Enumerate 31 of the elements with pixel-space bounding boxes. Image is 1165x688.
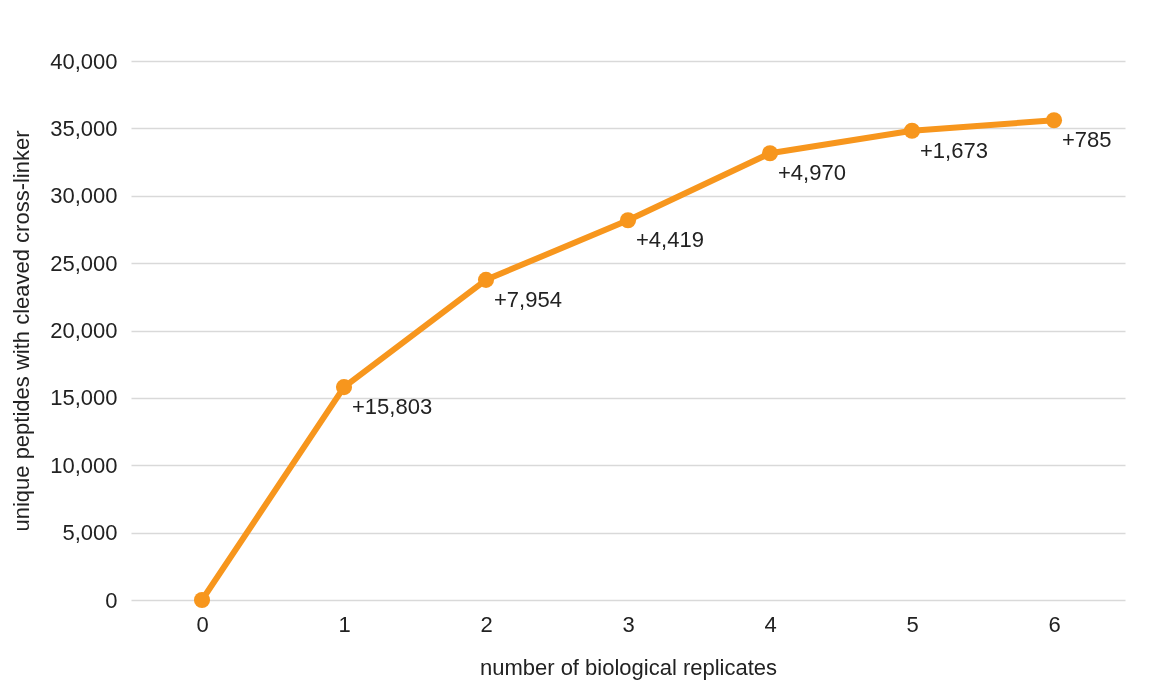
annotation: +785 bbox=[1062, 127, 1112, 153]
point bbox=[903, 122, 921, 139]
point bbox=[619, 212, 637, 229]
point bbox=[1045, 112, 1063, 129]
y-tick-label: 40,000 bbox=[50, 48, 118, 74]
point bbox=[477, 271, 495, 288]
y-tick-label: 15,000 bbox=[50, 385, 118, 411]
x-axis-title: number of biological replicates bbox=[479, 654, 778, 680]
y-axis-title: unique peptides with cleaved cross-linker bbox=[9, 130, 35, 532]
annotation: +1,673 bbox=[920, 137, 988, 163]
x-tick-label: 0 bbox=[196, 611, 209, 637]
annotation: +7,954 bbox=[494, 286, 562, 312]
annotation: +4,419 bbox=[636, 227, 704, 253]
point bbox=[193, 591, 211, 609]
y-tick-label: 5,000 bbox=[62, 520, 118, 546]
y-tick-label: 35,000 bbox=[50, 115, 118, 141]
y-tick-label: 0 bbox=[105, 587, 118, 613]
y-tick-label: 30,000 bbox=[50, 183, 118, 209]
x-tick-label: 5 bbox=[906, 611, 919, 637]
point bbox=[761, 145, 779, 162]
x-tick-label: 4 bbox=[764, 611, 777, 637]
annotation: +15,803 bbox=[352, 394, 433, 420]
x-tick-label: 1 bbox=[338, 611, 351, 637]
x-tick-label: 6 bbox=[1048, 611, 1061, 637]
y-tick-label: 25,000 bbox=[50, 250, 118, 276]
x-tick-label: 2 bbox=[480, 611, 493, 637]
y-tick-label: 10,000 bbox=[50, 452, 118, 478]
annotation: +4,970 bbox=[778, 160, 846, 186]
y-tick-label: 20,000 bbox=[50, 318, 118, 343]
x-tick-label: 3 bbox=[622, 611, 635, 637]
point bbox=[335, 379, 353, 396]
